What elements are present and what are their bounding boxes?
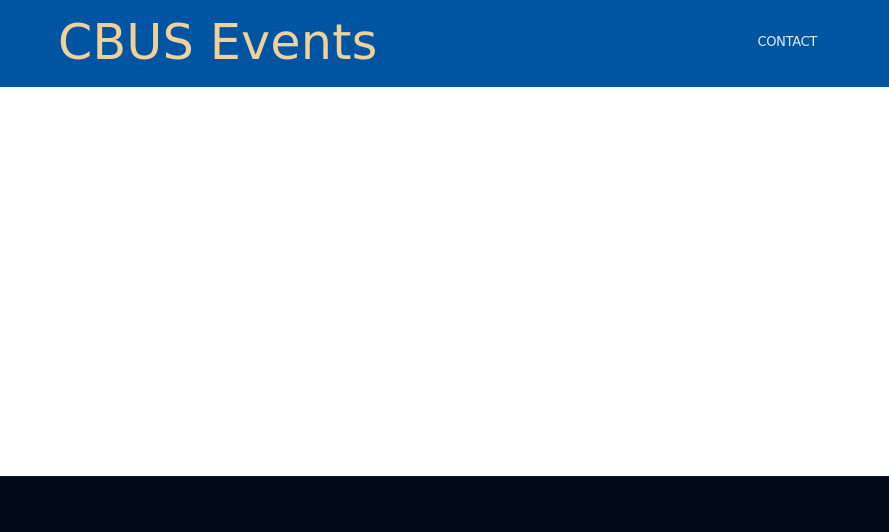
site-logo[interactable]: CBUS Events: [58, 14, 378, 71]
site-header: CBUS Events CONTACT: [0, 0, 889, 87]
main-content: [0, 87, 889, 476]
main-nav: CONTACT: [757, 33, 817, 51]
site-footer: [0, 476, 889, 532]
nav-link-contact[interactable]: CONTACT: [757, 34, 817, 50]
